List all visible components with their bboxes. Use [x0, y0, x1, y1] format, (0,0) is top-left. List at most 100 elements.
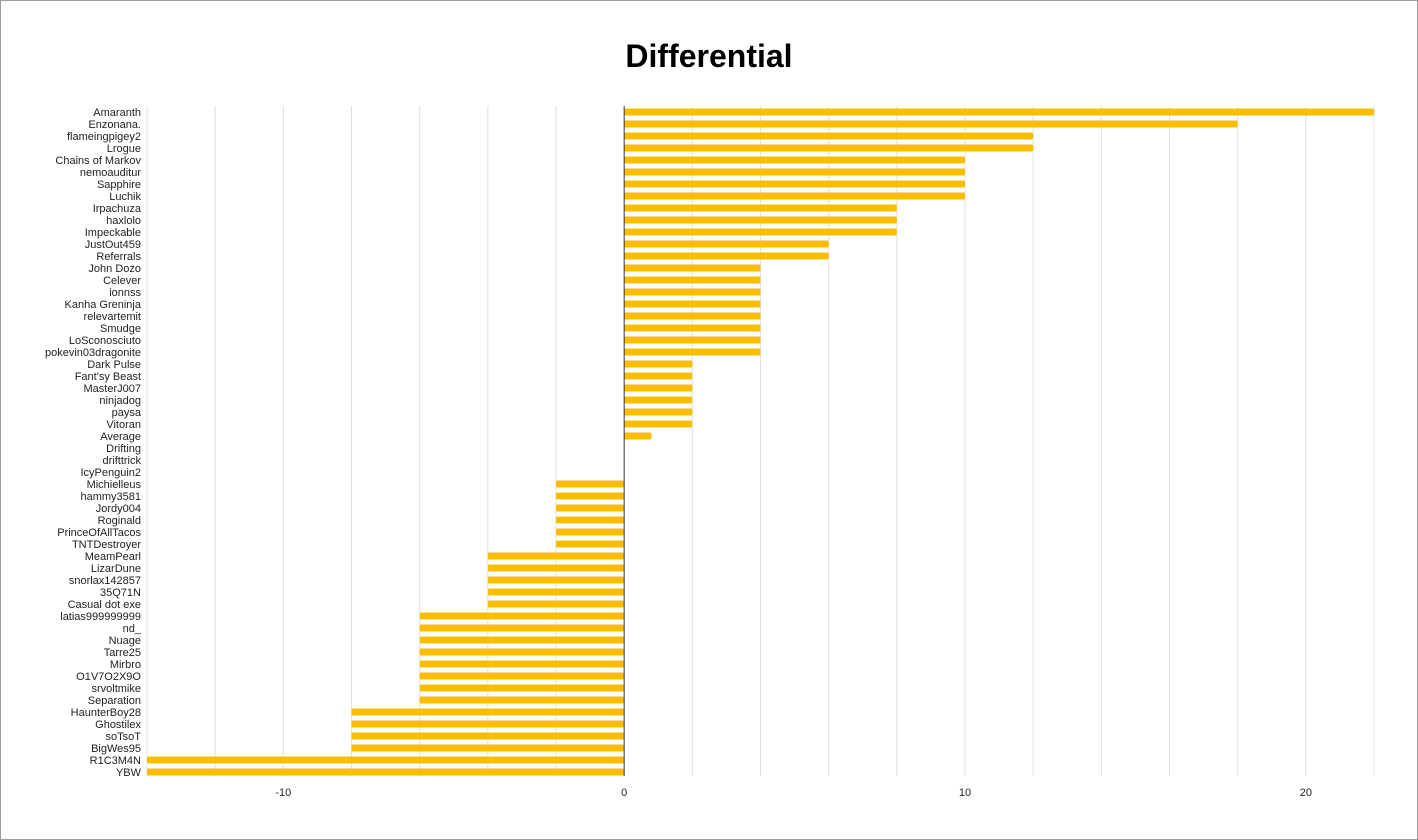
bar: [624, 108, 1374, 116]
category-label: paysa: [112, 407, 142, 419]
bar: [624, 252, 829, 260]
bar: [487, 588, 625, 596]
category-label: John Dozo: [88, 263, 141, 275]
bar: [147, 768, 625, 776]
bar: [624, 396, 693, 404]
bar: [351, 720, 625, 728]
bar: [487, 552, 625, 560]
category-label: Roginald: [98, 515, 141, 527]
bar: [624, 156, 965, 164]
bar: [419, 648, 625, 656]
bar: [624, 300, 761, 308]
bar: [419, 684, 625, 692]
category-label: soTsoT: [106, 731, 142, 743]
gridlines: [146, 106, 1375, 776]
x-tick-label: 0: [621, 787, 627, 799]
bar: [624, 180, 965, 188]
category-label: Tarre25: [104, 647, 141, 659]
category-label: JustOut459: [85, 239, 141, 251]
bar: [351, 732, 625, 740]
category-label: PrinceOfAllTacos: [57, 527, 141, 539]
bar: [556, 504, 625, 512]
bar: [624, 360, 693, 368]
category-label: Jordy004: [96, 503, 141, 515]
category-label: LoSconosciuto: [69, 335, 141, 347]
category-label: Drifting: [106, 443, 141, 455]
bar: [624, 408, 693, 416]
category-label: Separation: [88, 695, 141, 707]
category-label: MasterJ007: [84, 383, 141, 395]
category-label: relevartemit: [84, 311, 141, 323]
category-label: R1C3M4N: [90, 755, 141, 767]
bar: [624, 420, 693, 428]
bar: [624, 324, 761, 332]
bar: [487, 564, 625, 572]
category-label: Irpachuza: [93, 203, 142, 215]
category-label: flameingpigey2: [67, 131, 141, 143]
bar: [624, 120, 1238, 128]
category-label: Celever: [103, 275, 141, 287]
bar: [556, 492, 625, 500]
category-label: MeamPearl: [85, 551, 141, 563]
category-label: ionnss: [109, 287, 141, 299]
category-label: IcyPenguin2: [80, 467, 141, 479]
chart-title: Differential: [625, 38, 793, 74]
category-label: HaunterBoy28: [71, 707, 141, 719]
category-label: Ghostilex: [95, 719, 141, 731]
bar: [624, 432, 652, 440]
bar: [624, 288, 761, 296]
category-label: drifttrick: [103, 455, 142, 467]
category-label: Impeckable: [85, 227, 141, 239]
category-label: nd_: [123, 623, 142, 635]
category-label: YBW: [116, 767, 142, 779]
bar: [624, 384, 693, 392]
category-label: pokevin03dragonite: [45, 347, 141, 359]
category-label: BigWes95: [91, 743, 141, 755]
category-label: Enzonana.: [88, 119, 141, 131]
category-label: Lrogue: [107, 143, 141, 155]
category-label: Luchik: [109, 191, 141, 203]
bar: [624, 264, 761, 272]
category-label: Referrals: [96, 251, 141, 263]
category-labels: AmaranthEnzonana.flameingpigey2LrogueCha…: [45, 107, 142, 779]
category-label: 35Q71N: [100, 587, 141, 599]
bar: [624, 240, 829, 248]
bar: [419, 612, 625, 620]
category-label: snorlax142857: [69, 575, 141, 587]
bar: [556, 528, 625, 536]
x-tick-label: 20: [1300, 787, 1312, 799]
bar: [624, 372, 693, 380]
category-label: Vitoran: [106, 419, 141, 431]
bar: [624, 144, 1034, 152]
bar: [624, 204, 897, 212]
category-label: Smudge: [100, 323, 141, 335]
category-label: Nuage: [109, 635, 141, 647]
category-label: Mirbro: [110, 659, 141, 671]
x-tick-label: -10: [275, 787, 291, 799]
category-label: Fant'sy Beast: [75, 371, 141, 383]
bar: [556, 480, 625, 488]
category-label: O1V7O2X9O: [76, 671, 141, 683]
category-label: Average: [100, 431, 141, 443]
category-label: Kanha Greninja: [65, 299, 142, 311]
category-label: LizarDune: [91, 563, 141, 575]
category-label: Chains of Markov: [55, 155, 141, 167]
bar: [624, 192, 965, 200]
bar: [624, 228, 897, 236]
bar: [419, 624, 625, 632]
bar: [487, 576, 625, 584]
bar: [624, 276, 761, 284]
bars: [147, 108, 1374, 776]
category-label: nemoauditur: [80, 167, 141, 179]
bar: [351, 708, 625, 716]
bar: [624, 312, 761, 320]
bar: [624, 132, 1034, 140]
category-label: TNTDestroyer: [72, 539, 141, 551]
bar: [624, 348, 761, 356]
bar: [624, 168, 965, 176]
bar: [419, 636, 625, 644]
category-label: Sapphire: [97, 179, 141, 191]
category-label: hammy3581: [80, 491, 141, 503]
bar: [624, 216, 897, 224]
